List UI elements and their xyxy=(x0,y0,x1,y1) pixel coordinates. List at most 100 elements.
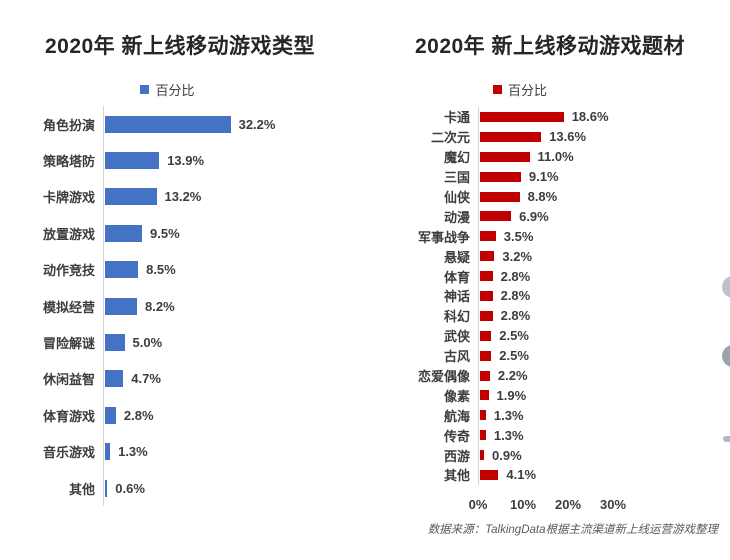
data-source-note: 数据来源：TalkingData根据主流渠道新上线运营游戏整理 xyxy=(427,524,718,536)
category-label: 其他 xyxy=(443,468,470,484)
bar xyxy=(480,191,520,202)
value-label: 2.8% xyxy=(500,308,531,324)
chart-row: 恋爱偶像 2.2% xyxy=(380,365,725,386)
category-label: 冒险解谜 xyxy=(42,336,95,352)
chart-row: 其他 4.1% xyxy=(380,465,725,485)
bar-track: 4.1% xyxy=(478,465,725,485)
category-label: 体育 xyxy=(443,269,470,285)
bar xyxy=(105,334,125,352)
category-label: 古风 xyxy=(443,349,470,365)
chart-row: 体育 2.8% xyxy=(380,266,725,287)
chart-row: 动作竞技 8.5% xyxy=(20,251,368,288)
value-label: 4.1% xyxy=(506,467,537,483)
category-label: 休闲益智 xyxy=(42,372,95,388)
value-label: 13.6% xyxy=(549,129,587,145)
chart-row: 卡牌游戏 13.2% xyxy=(20,178,368,216)
value-label: 13.2% xyxy=(164,189,202,205)
bar xyxy=(105,406,116,424)
value-label: 6.9% xyxy=(519,208,549,224)
category-label: 仙侠 xyxy=(443,190,470,205)
legend: 百分比 xyxy=(20,80,315,99)
category-label: 三国 xyxy=(443,170,470,186)
chart-row: 动漫 6.9% xyxy=(380,206,725,227)
chart-row: 传奇 1.3% xyxy=(380,425,725,446)
chart-row: 神话 2.8% xyxy=(380,286,725,306)
bar xyxy=(480,330,492,341)
chart-title: 2020年 新上线移动游戏题材 xyxy=(414,35,686,58)
bar-track: 13.2% xyxy=(103,178,368,216)
category-label: 恋爱偶像 xyxy=(417,369,470,385)
value-label: 9.1% xyxy=(528,169,559,185)
value-label: 11.0% xyxy=(537,149,574,165)
bar-track: 1.9% xyxy=(478,385,725,406)
value-label: 5.0% xyxy=(132,335,163,351)
bar xyxy=(480,390,489,401)
bar-track: 2.8% xyxy=(478,286,725,306)
legend-label: 百分比 xyxy=(507,83,547,98)
value-label: 8.8% xyxy=(527,189,558,204)
bar-track: 2.5% xyxy=(478,345,725,366)
bar-track: 0.9% xyxy=(478,445,725,466)
bar-track: 11.0% xyxy=(478,146,725,167)
value-label: 2.8% xyxy=(500,268,531,284)
bar-track: 9.5% xyxy=(103,215,368,252)
category-label: 传奇 xyxy=(443,428,470,444)
bar xyxy=(105,261,139,279)
value-label: 32.2% xyxy=(238,116,276,132)
bar-track: 6.9% xyxy=(478,206,725,227)
chart-row: 西游 0.9% xyxy=(380,445,725,466)
chart-row: 三国 9.1% xyxy=(380,166,725,187)
chart-row: 武侠 2.5% xyxy=(380,325,725,346)
x-axis-tick: 10% xyxy=(509,497,537,512)
bar xyxy=(480,370,490,381)
bar xyxy=(480,350,492,361)
edge-artifact-circle xyxy=(722,345,730,367)
bar-track: 9.1% xyxy=(478,166,725,187)
x-axis-tick: 20% xyxy=(554,497,582,512)
bar xyxy=(105,152,160,170)
legend-swatch-icon xyxy=(492,85,502,94)
category-label: 模拟经营 xyxy=(42,299,95,315)
x-axis-tick: 30% xyxy=(599,497,627,512)
category-label: 动作竞技 xyxy=(42,263,95,279)
value-label: 9.5% xyxy=(150,225,180,241)
category-label: 卡牌游戏 xyxy=(42,190,95,206)
bar-track: 8.8% xyxy=(478,186,725,207)
value-label: 2.8% xyxy=(123,407,154,423)
category-label: 策略塔防 xyxy=(42,154,95,170)
chart-row: 卡通 18.6% xyxy=(380,107,725,127)
bar-track: 18.6% xyxy=(478,107,725,127)
bar xyxy=(105,443,111,461)
bar-track: 8.5% xyxy=(103,251,368,288)
edge-artifact-mark xyxy=(723,436,730,442)
value-label: 3.2% xyxy=(502,248,533,264)
chart-row: 角色扮演 32.2% xyxy=(20,106,368,143)
legend-swatch-icon xyxy=(140,85,150,94)
chart-row: 放置游戏 9.5% xyxy=(20,215,368,252)
category-label: 军事战争 xyxy=(417,229,470,245)
bar-track: 13.6% xyxy=(478,126,725,147)
chart-row: 二次元 13.6% xyxy=(380,126,725,147)
legend-label: 百分比 xyxy=(155,83,195,98)
bar xyxy=(480,310,493,321)
chart-row: 像素 1.9% xyxy=(380,385,725,406)
chart-row: 策略塔防 13.9% xyxy=(20,142,368,179)
chart-row: 音乐游戏 1.3% xyxy=(20,433,368,470)
bar xyxy=(480,151,530,162)
value-label: 1.3% xyxy=(493,427,524,443)
bar-track: 2.5% xyxy=(478,325,725,346)
bar xyxy=(480,171,521,182)
category-label: 悬疑 xyxy=(443,249,470,265)
bar xyxy=(480,231,496,242)
bar-track: 13.9% xyxy=(103,142,368,179)
bar-track: 32.2% xyxy=(103,106,368,143)
category-label: 放置游戏 xyxy=(42,226,95,242)
bar xyxy=(480,251,495,262)
category-label: 像素 xyxy=(443,388,470,404)
bar xyxy=(480,450,484,461)
category-label: 其他 xyxy=(68,481,95,497)
category-label: 二次元 xyxy=(430,130,470,146)
bar xyxy=(105,370,124,388)
category-label: 航海 xyxy=(443,408,470,424)
value-label: 8.2% xyxy=(145,298,175,314)
